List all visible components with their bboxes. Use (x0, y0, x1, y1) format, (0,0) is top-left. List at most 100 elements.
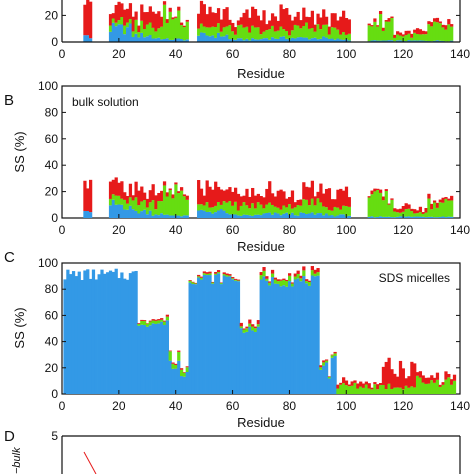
turn-bar (293, 273, 297, 277)
helix-bar (256, 214, 260, 218)
helix-bar (322, 36, 326, 42)
helix-bar (202, 210, 206, 218)
strand-bar (256, 27, 260, 40)
strand-bar (114, 22, 118, 27)
x-tick-label: 140 (450, 47, 470, 61)
strand-bar (390, 18, 394, 41)
strand-bar (350, 385, 354, 394)
helix-bar (447, 216, 451, 218)
strand-bar (333, 27, 337, 40)
strand-bar (123, 25, 127, 35)
x-tick-label: 100 (336, 47, 356, 61)
turn-bar (333, 13, 337, 28)
helix-bar (148, 325, 152, 394)
turn-bar (396, 31, 400, 35)
turn-bar (253, 326, 258, 329)
turn-bar (299, 20, 303, 29)
helix-bar (418, 216, 423, 218)
helix-bar (347, 40, 351, 42)
helix-bar (378, 40, 383, 42)
strand-bar (387, 204, 391, 217)
turn-bar (285, 279, 289, 281)
turn-bar (248, 17, 252, 33)
helix-bar (179, 39, 184, 42)
helix-bar (251, 38, 255, 42)
turn-bar (177, 350, 181, 352)
helix-bar (305, 214, 309, 218)
helix-bar (288, 281, 292, 394)
strand-bar (404, 35, 408, 42)
turn-bar (145, 198, 150, 208)
panel-a-x-ticks: 0 20 40 60 80 100 120 140 (59, 38, 470, 61)
helix-bar (299, 37, 303, 42)
helix-bar (242, 40, 246, 42)
turn-bar (205, 180, 209, 203)
strand-bar (376, 26, 380, 41)
turn-bar (393, 373, 397, 388)
turn-bar (194, 282, 198, 284)
turn-bar (307, 280, 312, 283)
strand-bar (208, 207, 212, 212)
helix-bar (120, 272, 124, 394)
helix-bar (256, 326, 260, 394)
turn-bar (373, 18, 377, 22)
strand-bar (296, 205, 300, 216)
strand-bar (384, 21, 388, 41)
strand-bar (199, 277, 204, 280)
turn-bar (245, 9, 249, 27)
strand-bar (299, 205, 303, 213)
strand-bar (225, 202, 229, 214)
strand-bar (128, 19, 133, 24)
helix-bar (120, 204, 124, 218)
turn-bar (197, 180, 201, 205)
turn-bar (421, 212, 425, 214)
turn-bar (413, 29, 417, 33)
y-tick-label: 0 (51, 35, 58, 49)
turn-bar (222, 9, 226, 28)
helix-bar (270, 214, 275, 218)
strand-bar (268, 282, 272, 286)
strand-bar (418, 34, 423, 41)
helix-bar (211, 283, 215, 394)
helix-bar (185, 39, 189, 42)
strand-bar (182, 27, 187, 41)
strand-bar (216, 23, 221, 33)
helix-bar (208, 275, 212, 394)
strand-bar (228, 25, 232, 40)
strand-bar (239, 24, 243, 39)
strand-bar (202, 205, 206, 211)
turn-bar (177, 191, 181, 194)
strand-bar (160, 26, 164, 40)
strand-bar (162, 185, 167, 215)
turn-bar (162, 320, 167, 322)
strand-bar (205, 202, 209, 213)
turn-bar (165, 19, 169, 23)
helix-bar (128, 205, 133, 218)
helix-bar (77, 271, 81, 394)
turn-bar (262, 10, 266, 32)
turn-bar (117, 1, 121, 21)
turn-bar (404, 30, 408, 36)
turn-bar (168, 350, 172, 352)
x-tick-label: 20 (112, 399, 126, 413)
turn-bar (327, 376, 332, 377)
strand-bar (171, 363, 175, 369)
helix-bar (410, 216, 414, 218)
strand-bar (356, 388, 360, 394)
strand-bar (415, 213, 420, 217)
y-tick-label: 100 (38, 79, 58, 93)
helix-bar (245, 214, 249, 218)
helix-bar (145, 326, 150, 394)
panel-b-letter: B (4, 92, 14, 109)
helix-bar (214, 274, 218, 394)
strand-bar (430, 26, 434, 42)
strand-bar (319, 29, 323, 39)
strand-bar (288, 35, 292, 40)
strand-bar (322, 362, 326, 366)
strand-bar (194, 283, 198, 285)
strand-bar (450, 384, 454, 394)
strand-bar (424, 383, 428, 394)
helix-bar (225, 213, 229, 218)
strand-bar (145, 24, 150, 37)
